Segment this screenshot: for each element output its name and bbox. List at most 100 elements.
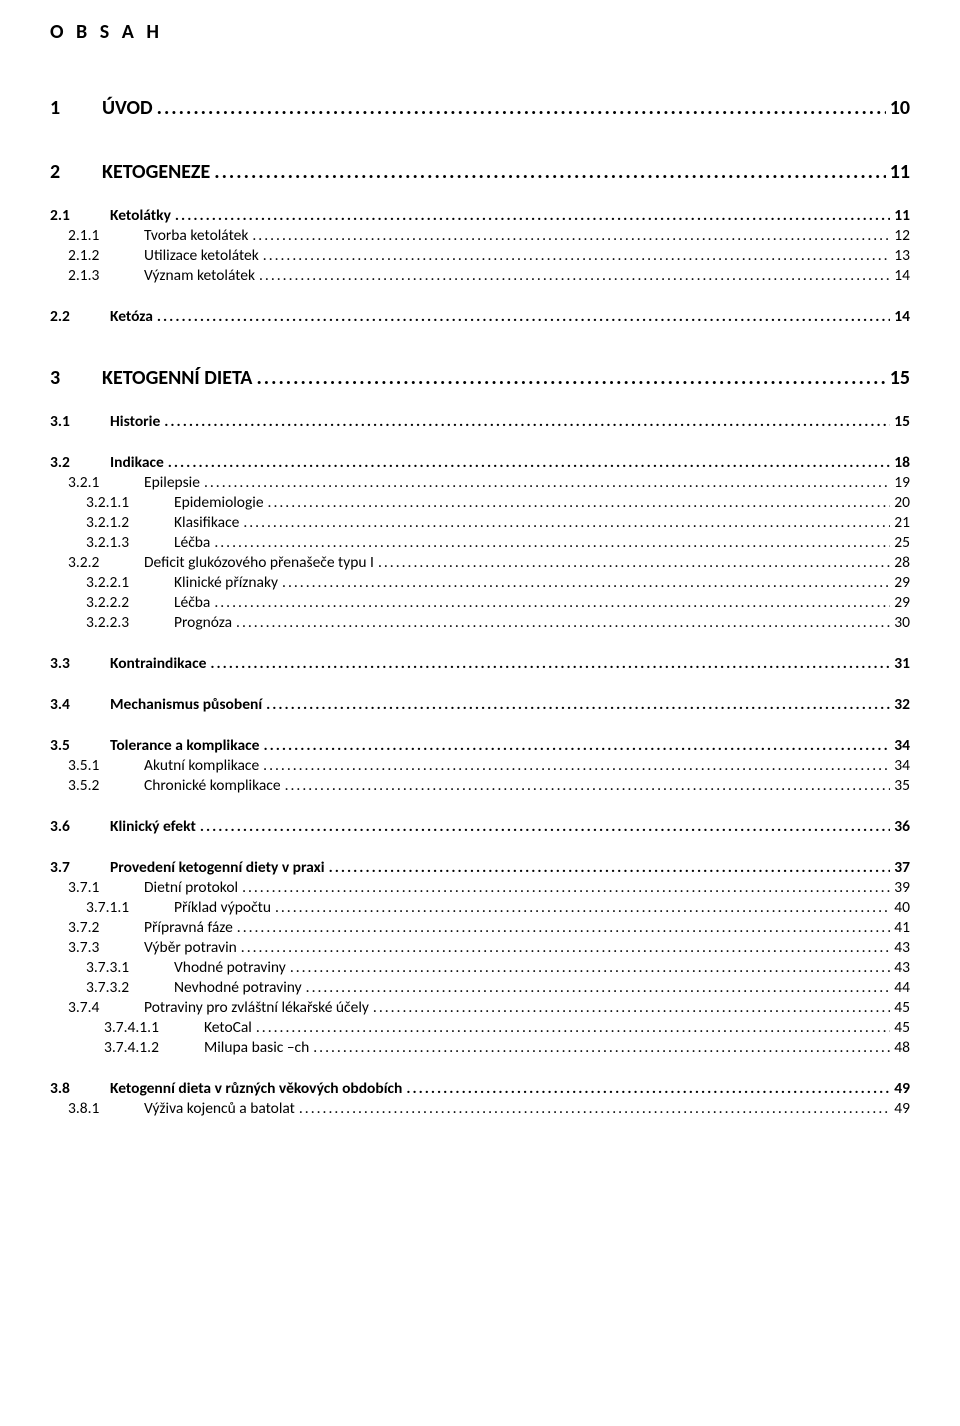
toc-label: Prognóza (174, 613, 232, 632)
toc-entry: 3.7.4.1.2Milupa basic –ch48 (50, 1038, 910, 1057)
toc-entry: 3.3Kontraindikace31 (50, 654, 910, 673)
toc-label: Ketóza (110, 307, 153, 326)
toc-number: 3.2.1 (68, 473, 144, 492)
toc-leader-dots (281, 776, 891, 795)
toc-number: 3.5.1 (68, 756, 144, 775)
toc-label: Akutní komplikace (144, 756, 259, 775)
toc-label: Výživa kojenců a batolat (144, 1099, 295, 1118)
toc-entry: 3.5.2Chronické komplikace35 (50, 776, 910, 795)
toc-label: Klinické příznaky (174, 573, 278, 592)
toc-leader-dots (239, 513, 890, 532)
toc-page: 48 (890, 1038, 910, 1057)
toc-leader-dots (171, 206, 890, 225)
toc-label: KETOGENNÍ DIETA (102, 366, 252, 390)
toc-number: 3.1 (50, 412, 110, 431)
toc-page: 34 (890, 756, 910, 775)
toc-page: 28 (890, 553, 910, 572)
toc-entry: 2.1.2Utilizace ketolátek13 (50, 246, 910, 265)
toc-label: Utilizace ketolátek (144, 246, 259, 265)
toc-page: 39 (890, 878, 910, 897)
toc-number: 3.5 (50, 736, 110, 755)
toc-entry: 2.2Ketóza14 (50, 307, 910, 326)
toc-number: 3.5.2 (68, 776, 144, 795)
toc-page: 11 (890, 206, 910, 225)
toc-entry: 3.2.2.3Prognóza30 (50, 613, 910, 632)
toc-number: 3.2.1.3 (86, 533, 174, 552)
toc-entry: 3.2.2Deficit glukózového přenašeče typu … (50, 553, 910, 572)
toc-page: 21 (890, 513, 910, 532)
toc-label: Milupa basic –ch (204, 1038, 309, 1057)
toc-entry: 2.1Ketolátky11 (50, 206, 910, 225)
toc-page: 12 (890, 226, 910, 245)
toc-number: 3.3 (50, 654, 110, 673)
toc-page: 49 (890, 1079, 910, 1098)
toc-number: 2 (50, 160, 102, 184)
toc-label: Deficit glukózového přenašeče typu I (144, 553, 374, 572)
toc-number: 3.2.2.3 (86, 613, 174, 632)
toc-entry: 3.8.1Výživa kojenců a batolat 49 (50, 1099, 910, 1118)
toc-entry: 3.1Historie 15 (50, 412, 910, 431)
toc-entry: 3.7.3.1Vhodné potraviny43 (50, 958, 910, 977)
toc-entry: 3.2.1.3Léčba25 (50, 533, 910, 552)
toc-entry: 3.7Provedení ketogenní diety v praxi37 (50, 858, 910, 877)
toc-entry: 3.7.1.1Příklad výpočtu40 (50, 898, 910, 917)
toc-leader-dots (164, 453, 891, 472)
toc-entry: 3.5.1Akutní komplikace 34 (50, 756, 910, 775)
toc-label: Klinický efekt (110, 817, 196, 836)
toc-page: 45 (890, 1018, 910, 1037)
toc-leader-dots (369, 998, 890, 1017)
toc-entry: 3.7.4Potraviny pro zvláštní lékařské úče… (50, 998, 910, 1017)
toc-leader-dots (210, 593, 890, 612)
toc-entry: 3.7.1Dietní protokol 39 (50, 878, 910, 897)
toc-entry: 3KETOGENNÍ DIETA15 (50, 366, 910, 390)
toc-entry: 2KETOGENEZE 11 (50, 160, 910, 184)
toc-number: 3.2.2.1 (86, 573, 174, 592)
toc-page: 41 (890, 918, 910, 937)
toc-label: KETOGENEZE (102, 160, 210, 184)
toc-number: 3.7.1 (68, 878, 144, 897)
toc-leader-dots (295, 1099, 890, 1118)
toc-label: Vhodné potraviny (174, 958, 286, 977)
toc-leader-dots (206, 654, 890, 673)
toc-page: 35 (890, 776, 910, 795)
toc-leader-dots (374, 553, 890, 572)
toc-label: Ketolátky (110, 206, 171, 225)
toc-page: 36 (890, 817, 910, 836)
toc-leader-dots (232, 613, 890, 632)
toc-leader-dots (153, 307, 890, 326)
toc-label: Kontraindikace (110, 654, 206, 673)
toc-entry: 3.2.2.1Klinické příznaky29 (50, 573, 910, 592)
toc-label: Výběr potravin (144, 938, 237, 957)
toc-label: Epilepsie (144, 473, 200, 492)
toc-number: 3.7.4 (68, 998, 144, 1017)
toc-entry: 3.2.1.1Epidemiologie20 (50, 493, 910, 512)
toc-number: 3.7.3.2 (86, 978, 174, 997)
toc-number: 1 (50, 96, 102, 120)
toc-page: 15 (890, 412, 910, 431)
toc-page: 45 (890, 998, 910, 1017)
toc-page: 34 (890, 736, 910, 755)
toc-page: 43 (890, 938, 910, 957)
toc-page: 15 (886, 366, 910, 390)
toc-leader-dots (252, 366, 885, 390)
toc-page: 44 (890, 978, 910, 997)
toc-entry: 2.1.3Význam ketolátek14 (50, 266, 910, 285)
toc-entry: 3.2.2.2Léčba29 (50, 593, 910, 612)
toc-label: Historie (110, 412, 160, 431)
toc-number: 3.2 (50, 453, 110, 472)
toc-leader-dots (255, 266, 890, 285)
toc-number: 2.1.3 (68, 266, 144, 285)
toc-page: 32 (890, 695, 910, 714)
toc-page: 11 (886, 160, 910, 184)
toc-leader-dots (259, 756, 890, 775)
toc-entry: 3.7.3.2Nevhodné potraviny44 (50, 978, 910, 997)
toc-number: 2.2 (50, 307, 110, 326)
toc-page: 14 (890, 266, 910, 285)
toc-number: 3.6 (50, 817, 110, 836)
toc-page: 49 (890, 1099, 910, 1118)
toc-page: 19 (890, 473, 910, 492)
toc-leader-dots (210, 533, 890, 552)
toc-leader-dots (237, 938, 891, 957)
toc-number: 3.8.1 (68, 1099, 144, 1118)
toc-label: Dietní protokol (144, 878, 238, 897)
